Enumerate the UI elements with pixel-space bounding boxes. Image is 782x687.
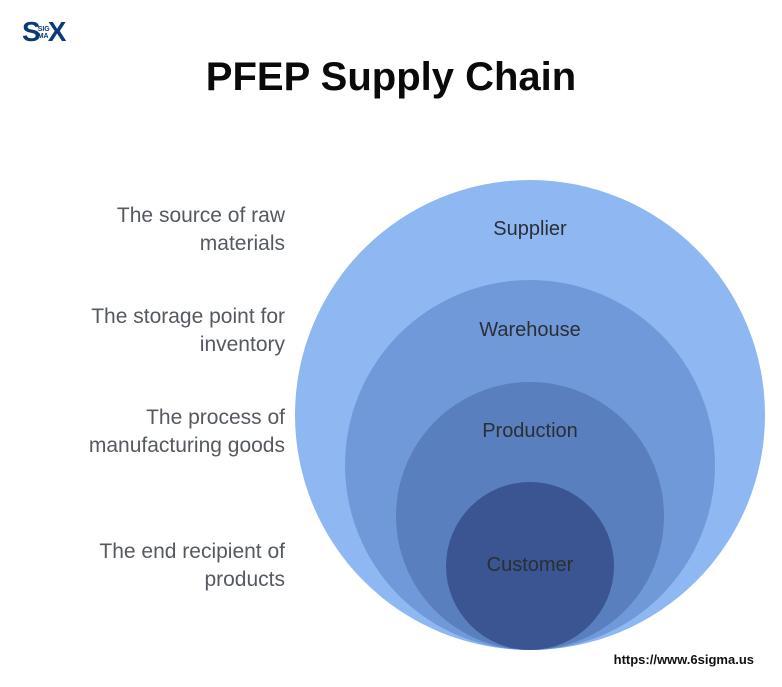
description-line: The source of raw — [25, 202, 285, 230]
description-line: The process of — [25, 404, 285, 432]
circle-label-supplier: Supplier — [460, 218, 600, 241]
description-production: The process ofmanufacturing goods — [25, 404, 285, 461]
description-customer: The end recipient ofproducts — [25, 538, 285, 595]
description-line: inventory — [25, 331, 285, 359]
description-line: products — [25, 566, 285, 594]
logo-letter-x: X — [48, 16, 66, 47]
description-line: The end recipient of — [25, 538, 285, 566]
circle-label-production: Production — [460, 420, 600, 443]
source-url: https://www.6sigma.us — [614, 652, 754, 667]
description-line: The storage point for — [25, 303, 285, 331]
description-supplier: The source of rawmaterials — [25, 202, 285, 259]
description-warehouse: The storage point forinventory — [25, 303, 285, 360]
circle-label-customer: Customer — [460, 554, 600, 577]
logo: SSIGMAX — [22, 18, 65, 46]
circle-label-warehouse: Warehouse — [460, 319, 600, 342]
description-line: manufacturing goods — [25, 432, 285, 460]
description-line: materials — [25, 230, 285, 258]
page-title: PFEP Supply Chain — [0, 55, 782, 100]
